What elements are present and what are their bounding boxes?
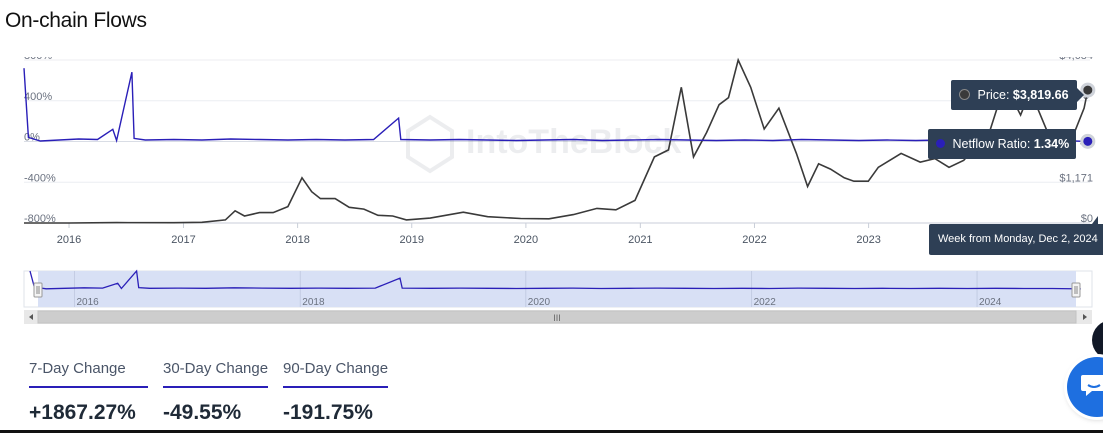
watermark-logo: IntoTheBlock <box>406 114 681 174</box>
y-right-tick-label: $1,171 <box>1059 172 1093 184</box>
x-tick-label: 2020 <box>514 234 538 246</box>
navigator-year-label: 2018 <box>302 297 325 308</box>
x-tick-label: 2019 <box>400 234 424 246</box>
y-right-tick-label: $0 <box>1081 213 1093 225</box>
netflow-tooltip-value: 1.34% <box>1033 137 1070 151</box>
range-navigator[interactable]: 2016 2018 2020 2022 2024 III <box>0 266 1103 326</box>
netflow-tooltip: Netflow Ratio: 1.34% <box>928 129 1076 159</box>
y-left-tick-label: -400% <box>24 172 56 184</box>
scrollbar-thumb[interactable] <box>37 310 1077 324</box>
page-title: On-chain Flows <box>5 9 147 32</box>
netflow-marker <box>1080 133 1096 149</box>
series-line-netflow <box>23 68 1088 144</box>
week-tooltip: Week from Monday, Dec 2, 2024 <box>929 224 1103 255</box>
price-tooltip: Price: $3,819.66 <box>951 80 1077 110</box>
navigator-year-label: 2024 <box>979 297 1002 308</box>
stat-label: 30-Day Change <box>163 360 268 388</box>
chat-bubble-icon <box>1081 375 1103 396</box>
scroll-grip-icon: III <box>553 313 561 323</box>
netflow-tooltip-label: Netflow Ratio: <box>952 137 1031 151</box>
y-left-tick-label: 0% <box>24 132 40 144</box>
x-tick-label: 2021 <box>628 234 652 246</box>
x-tick-label: 2023 <box>856 234 880 246</box>
navigator-year-label: 2022 <box>754 297 777 308</box>
netflow-dot-icon <box>936 139 945 149</box>
price-tooltip-value: $3,819.66 <box>1012 88 1069 102</box>
x-tick-label: 2018 <box>285 234 309 246</box>
y-left-tick-label: -800% <box>24 213 56 225</box>
series-line-price <box>24 57 1089 224</box>
chat-dark-circle <box>1092 320 1103 360</box>
navigator-handle[interactable] <box>1071 282 1081 298</box>
y-left-tick-label: 800% <box>24 57 52 62</box>
stat-90-day[interactable]: 90-Day Change -191.75% <box>283 360 388 425</box>
x-tick-label: 2016 <box>57 234 81 246</box>
bottom-rule <box>0 430 1103 433</box>
navigator-year-label: 2020 <box>528 297 551 308</box>
stat-label: 90-Day Change <box>283 360 388 388</box>
x-tick-label: 2022 <box>742 234 766 246</box>
x-tick-label: 2017 <box>171 234 195 246</box>
chat-button[interactable] <box>1067 357 1103 417</box>
watermark-icon <box>406 114 454 174</box>
main-chart[interactable]: 800%400%0%-400%-800%$4,684$1,171$0342201… <box>0 57 1103 255</box>
navigator-svg[interactable]: 2016 2018 2020 2022 2024 III <box>0 266 1103 326</box>
y-left-tick-label: 400% <box>24 91 52 103</box>
price-tooltip-pointer <box>1076 87 1084 103</box>
watermark-text: IntoTheBlock <box>466 123 681 161</box>
navigator-year-label: 2016 <box>76 297 99 308</box>
price-tooltip-label: Price: <box>977 88 1010 102</box>
stat-30-day[interactable]: 30-Day Change -49.55% <box>163 360 268 425</box>
stat-7-day[interactable]: 7-Day Change +1867.27% <box>29 360 148 425</box>
stat-value: -49.55% <box>163 401 242 424</box>
chart-svg[interactable]: 800%400%0%-400%-800%$4,684$1,171$0342201… <box>0 57 1103 253</box>
scroll-left-icon[interactable] <box>29 314 33 320</box>
stat-value: +1867.27% <box>29 401 136 424</box>
scroll-right-icon[interactable] <box>1083 314 1087 320</box>
stat-label: 7-Day Change <box>29 360 148 388</box>
y-right-tick-label: $4,684 <box>1059 57 1093 62</box>
price-marker <box>1080 82 1096 98</box>
navigator-series-line <box>29 269 1081 290</box>
navigator-handle[interactable] <box>33 282 43 298</box>
price-dot-icon <box>959 89 970 101</box>
week-tooltip-pointer <box>1092 216 1098 224</box>
stat-value: -191.75% <box>283 401 373 424</box>
